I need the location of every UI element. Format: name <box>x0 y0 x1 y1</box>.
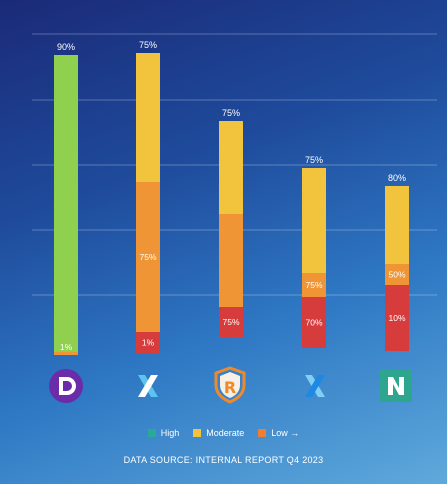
bar-segment <box>385 264 409 285</box>
legend-label-high: High <box>160 428 180 438</box>
segment-label: 50% <box>388 270 405 280</box>
bar-segment <box>302 273 326 297</box>
x-logo-icon <box>130 368 166 404</box>
bar-top-label: 80% <box>388 173 406 183</box>
bar-top-label: 75% <box>139 40 157 50</box>
data-source-note: DATA SOURCE: INTERNAL REPORT Q4 2023 <box>123 455 324 465</box>
r-shield-logo-icon: R <box>212 366 248 404</box>
segment-label: 75% <box>305 280 322 290</box>
legend-label-low: Low → <box>271 428 300 438</box>
bar-segment <box>54 55 78 352</box>
segment-label: 1% <box>60 342 73 352</box>
legend-item-high: High <box>147 428 180 438</box>
bar-segment <box>302 297 326 348</box>
segment-label: 70% <box>305 318 322 328</box>
n-logo-icon <box>379 369 415 405</box>
legend-item-moderate: Moderate <box>193 428 244 438</box>
bar-segment <box>219 307 243 337</box>
bars <box>54 53 409 355</box>
bar-segment <box>54 352 78 355</box>
bar-segment <box>385 285 409 351</box>
bar-top-label: 90% <box>57 42 75 52</box>
bar-segment <box>385 186 409 264</box>
svg-text:R: R <box>224 378 236 397</box>
d-logo-icon <box>48 368 84 404</box>
bar-segment <box>219 214 243 307</box>
legend-item-low: Low → <box>258 428 299 438</box>
bar-segment <box>136 182 160 332</box>
segment-label: 1% <box>142 338 155 348</box>
segment-label: 10% <box>388 313 405 323</box>
bar-top-label: 75% <box>305 155 323 165</box>
segment-label: 75% <box>139 252 156 262</box>
bar-segment <box>302 168 326 273</box>
bar-segment <box>136 332 160 353</box>
legend: High Moderate Low → <box>0 428 447 438</box>
legend-swatch-high <box>147 429 156 437</box>
bar-segment <box>136 53 160 182</box>
segment-label: 75% <box>222 317 239 327</box>
x-blue-logo-icon <box>297 368 333 404</box>
legend-swatch-moderate <box>193 429 202 437</box>
bar-segment <box>219 121 243 214</box>
legend-swatch-low <box>258 429 267 437</box>
legend-label-moderate: Moderate <box>206 428 245 438</box>
bar-top-label: 75% <box>222 108 240 118</box>
bar-labels: 90% 1% 75% 75% 1% 75% 75% 75% 75% 70% 80% 50% 10% <box>57 40 406 352</box>
